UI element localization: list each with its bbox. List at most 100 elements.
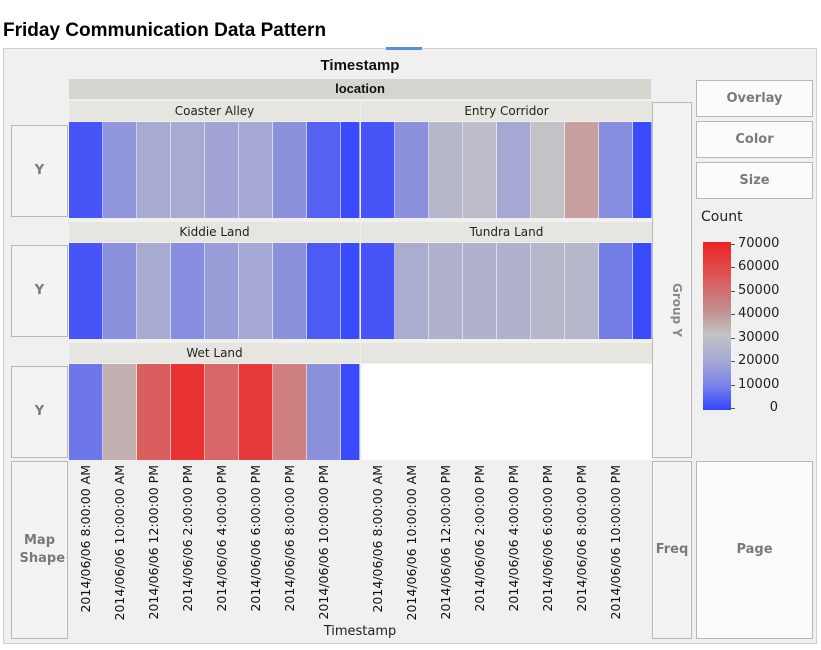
heatmap-cell: [599, 122, 633, 218]
y-drop-zone-2[interactable]: Y: [11, 245, 68, 337]
x-tick-label: 2014/06/06 4:00:00 PM: [506, 465, 521, 612]
x-tick-label: 2014/06/06 10:00:00 PM: [608, 465, 623, 620]
heatmap-cell: [137, 243, 171, 339]
panel-header: Kiddie Land: [69, 222, 360, 242]
heatmap-cell: [463, 122, 497, 218]
heatmap-cell: [341, 122, 360, 218]
legend-title: Count: [701, 209, 743, 225]
legend-tick-label: 0: [769, 400, 778, 415]
x-tick-label: 2014/06/06 8:00:00 PM: [282, 465, 297, 612]
size-drop-zone[interactable]: Size: [696, 162, 813, 199]
x-tick-label: 2014/06/06 6:00:00 PM: [248, 465, 263, 612]
heatmap-cell: [395, 122, 429, 218]
heatmap-cell: [171, 122, 205, 218]
empty-panel: [361, 364, 652, 460]
heatmap-cell: [69, 243, 103, 339]
x-tick-label: 2014/06/06 8:00:00 PM: [574, 465, 589, 612]
x-tick-label: 2014/06/06 8:00:00 AM: [370, 465, 385, 613]
group-y-drop-zone[interactable]: [652, 102, 692, 458]
heatmap-cell: [531, 243, 565, 339]
x-tick-label: 2014/06/06 10:00:00 AM: [112, 465, 127, 621]
heatmap-cell: [497, 243, 531, 339]
y-label-3: Y: [34, 404, 45, 419]
heatmap-cell: [307, 364, 341, 460]
panel-header: Wet Land: [69, 343, 360, 363]
x-tick-label: 2014/06/06 2:00:00 PM: [472, 465, 487, 612]
x-tick-label: 2014/06/06 4:00:00 PM: [214, 465, 229, 612]
heatmap-cell: [205, 122, 239, 218]
heatmap-cell: [361, 122, 395, 218]
x-tick-label: 2014/06/06 10:00:00 AM: [404, 465, 419, 621]
heatmap-cell: [341, 243, 360, 339]
panel-header: Coaster Alley: [69, 101, 360, 121]
panel-header: Entry Corridor: [361, 101, 652, 121]
legend-tick-mark: [731, 384, 735, 386]
map-shape-drop-zone[interactable]: Map Shape: [11, 461, 68, 639]
heatmap-cell: [633, 122, 652, 218]
legend-tick-label: 70000: [738, 236, 780, 251]
heatmap-cell: [239, 122, 273, 218]
y-drop-zone-3[interactable]: Y: [11, 366, 68, 458]
legend-tick-mark: [731, 408, 735, 409]
x-tick-label: 2014/06/06 12:00:00 PM: [146, 465, 161, 620]
heatmap-cell: [137, 364, 171, 460]
y-label-1: Y: [34, 163, 45, 178]
heatmap-cell: [273, 364, 307, 460]
heatmap-cell: [239, 243, 273, 339]
legend-tick-label: 20000: [738, 353, 780, 369]
size-label: Size: [739, 172, 770, 188]
heatmap-cell: [171, 243, 205, 339]
legend-tick-label: 10000: [738, 376, 780, 392]
page-drop-zone[interactable]: Page: [696, 461, 813, 639]
legend-tick-mark: [731, 314, 735, 316]
legend-tick-mark: [731, 244, 735, 245]
heatmap-cell: [137, 122, 171, 218]
panel-header: Tundra Land: [361, 222, 652, 242]
heatmap-cell: [307, 122, 341, 218]
heatmap-cell: [103, 122, 137, 218]
legend-tick-mark: [731, 361, 735, 363]
chart-title: Timestamp: [320, 57, 400, 74]
x-axis-title: Timestamp: [323, 624, 397, 639]
heatmap-cell: [69, 364, 103, 460]
overlay-drop-zone[interactable]: Overlay: [696, 80, 813, 117]
panel-header-empty: [361, 343, 652, 363]
heatmap-cell: [463, 243, 497, 339]
map-shape-label: Map Shape: [19, 533, 66, 566]
heatmap-cell: [171, 364, 205, 460]
freq-label: Freq: [655, 542, 689, 557]
heatmap-cell: [599, 243, 633, 339]
page-label: Page: [736, 542, 773, 557]
heatmap-cell: [273, 122, 307, 218]
legend-tick-label: 50000: [738, 282, 780, 298]
heatmap-cell: [633, 243, 652, 339]
heatmap-cell: [307, 243, 341, 339]
y-drop-zone-1[interactable]: Y: [11, 125, 68, 217]
color-label: Color: [735, 131, 774, 147]
heatmap-cell: [205, 364, 239, 460]
legend-tick-mark: [731, 290, 735, 292]
x-tick-label: 2014/06/06 2:00:00 PM: [180, 465, 195, 612]
freq-drop-zone[interactable]: Freq: [652, 461, 692, 639]
legend-tick-label: 40000: [738, 306, 780, 322]
legend-tick-label: 60000: [738, 259, 780, 275]
color-legend-bar: [703, 242, 731, 410]
color-drop-zone[interactable]: Color: [696, 121, 813, 158]
heatmap-cell: [497, 122, 531, 218]
heatmap-cell: [565, 122, 599, 218]
x-tick-label: 2014/06/06 6:00:00 PM: [540, 465, 555, 612]
top-accent-bar: [386, 47, 422, 50]
heatmap-cell: [531, 122, 565, 218]
heatmap-cell: [239, 364, 273, 460]
heatmap-cell: [395, 243, 429, 339]
heatmap-cell: [429, 122, 463, 218]
page-title: Friday Communication Data Pattern: [3, 20, 327, 41]
heatmap-cell: [103, 364, 137, 460]
group-x-header[interactable]: location: [69, 79, 651, 99]
x-tick-label: 2014/06/06 8:00:00 AM: [78, 465, 93, 613]
heatmap-cell: [205, 243, 239, 339]
heatmap-cell: [429, 243, 463, 339]
heatmap-cell: [565, 243, 599, 339]
x-tick-label: 2014/06/06 10:00:00 PM: [316, 465, 331, 620]
heatmap-cell: [273, 243, 307, 339]
